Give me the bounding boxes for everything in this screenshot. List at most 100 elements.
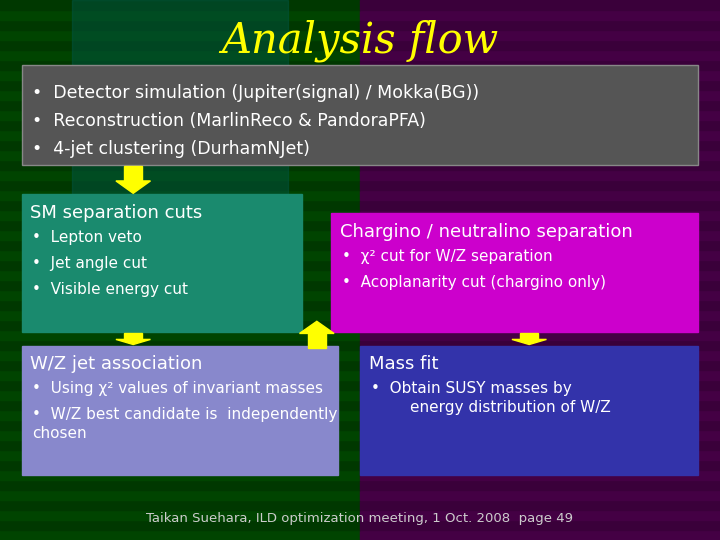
Bar — [0, 310, 360, 320]
Bar — [0, 220, 360, 230]
Text: W/Z jet association: W/Z jet association — [30, 355, 202, 373]
Bar — [0, 330, 360, 340]
Bar — [0, 230, 360, 240]
Bar — [0, 360, 360, 370]
Text: •  4-jet clustering (DurhamNJet): • 4-jet clustering (DurhamNJet) — [32, 140, 310, 158]
Text: •  Lepton veto: • Lepton veto — [32, 230, 143, 245]
Text: •  W/Z best candidate is  independently
chosen: • W/Z best candidate is independently ch… — [32, 407, 338, 441]
Bar — [0, 520, 360, 530]
Bar — [0, 260, 360, 270]
Bar — [360, 130, 720, 140]
Bar — [360, 10, 720, 20]
Text: •  Acoplanarity cut (chargino only): • Acoplanarity cut (chargino only) — [342, 275, 606, 290]
Bar — [0, 240, 360, 250]
Bar — [360, 440, 720, 450]
Bar — [0, 320, 360, 330]
Bar — [0, 380, 360, 390]
Bar — [0, 280, 360, 290]
Bar — [360, 70, 720, 80]
Bar — [0, 90, 360, 100]
Bar — [360, 330, 720, 340]
FancyBboxPatch shape — [331, 213, 698, 332]
Bar — [360, 350, 720, 360]
Bar — [360, 0, 720, 10]
Bar — [0, 410, 360, 420]
Bar — [0, 40, 360, 50]
Bar — [360, 200, 720, 210]
Bar — [360, 90, 720, 100]
Bar — [0, 390, 360, 400]
Bar — [0, 80, 360, 90]
Bar — [360, 320, 720, 330]
Bar — [0, 0, 360, 10]
Bar — [0, 470, 360, 480]
FancyBboxPatch shape — [22, 65, 698, 165]
Bar — [0, 370, 360, 380]
Bar — [360, 420, 720, 430]
Bar — [360, 180, 720, 190]
FancyBboxPatch shape — [22, 194, 302, 332]
Bar — [360, 400, 720, 410]
Bar — [0, 130, 360, 140]
Text: Chargino / neutralino separation: Chargino / neutralino separation — [340, 223, 633, 241]
Bar — [360, 170, 720, 180]
Bar — [360, 280, 720, 290]
Polygon shape — [521, 333, 538, 340]
Bar — [360, 340, 720, 350]
Bar — [360, 270, 720, 280]
Bar — [0, 110, 360, 120]
Bar — [360, 30, 720, 40]
Polygon shape — [300, 321, 334, 333]
Text: Analysis flow: Analysis flow — [221, 19, 499, 62]
Bar — [360, 380, 720, 390]
Bar — [360, 390, 720, 400]
Bar — [0, 530, 360, 540]
Bar — [0, 60, 360, 70]
Bar — [0, 490, 360, 500]
Bar — [360, 290, 720, 300]
Polygon shape — [124, 333, 143, 340]
Bar — [0, 500, 360, 510]
Bar — [360, 100, 720, 110]
Bar — [360, 60, 720, 70]
Bar — [360, 410, 720, 420]
Bar — [0, 30, 360, 40]
Text: Mass fit: Mass fit — [369, 355, 438, 373]
Bar — [360, 370, 720, 380]
Bar — [0, 120, 360, 130]
Bar — [360, 360, 720, 370]
Bar — [0, 160, 360, 170]
Bar — [360, 260, 720, 270]
Bar — [0, 200, 360, 210]
Bar — [360, 230, 720, 240]
FancyBboxPatch shape — [22, 346, 338, 475]
Bar — [360, 500, 720, 510]
Bar — [360, 120, 720, 130]
Bar — [0, 290, 360, 300]
Text: •  Jet angle cut: • Jet angle cut — [32, 256, 148, 271]
Bar — [0, 140, 360, 150]
Text: •  χ² cut for W/Z separation: • χ² cut for W/Z separation — [342, 249, 553, 264]
Polygon shape — [512, 340, 546, 345]
Text: •  Using χ² values of invariant masses: • Using χ² values of invariant masses — [32, 381, 323, 396]
Bar — [360, 110, 720, 120]
Polygon shape — [308, 333, 325, 348]
Bar — [360, 250, 720, 260]
Bar — [0, 20, 360, 30]
Bar — [360, 530, 720, 540]
Bar — [360, 480, 720, 490]
Bar — [360, 150, 720, 160]
Bar — [360, 140, 720, 150]
Bar — [360, 80, 720, 90]
Bar — [0, 460, 360, 470]
Bar — [360, 450, 720, 460]
Bar — [0, 270, 360, 280]
Bar — [360, 240, 720, 250]
Text: •  Obtain SUSY masses by
        energy distribution of W/Z: • Obtain SUSY masses by energy distribut… — [371, 381, 611, 415]
Bar — [0, 50, 360, 60]
Bar — [0, 100, 360, 110]
Bar — [0, 340, 360, 350]
Text: SM separation cuts: SM separation cuts — [30, 204, 202, 222]
FancyBboxPatch shape — [360, 346, 698, 475]
Text: Taikan Suehara, ILD optimization meeting, 1 Oct. 2008  page 49: Taikan Suehara, ILD optimization meeting… — [146, 512, 574, 525]
